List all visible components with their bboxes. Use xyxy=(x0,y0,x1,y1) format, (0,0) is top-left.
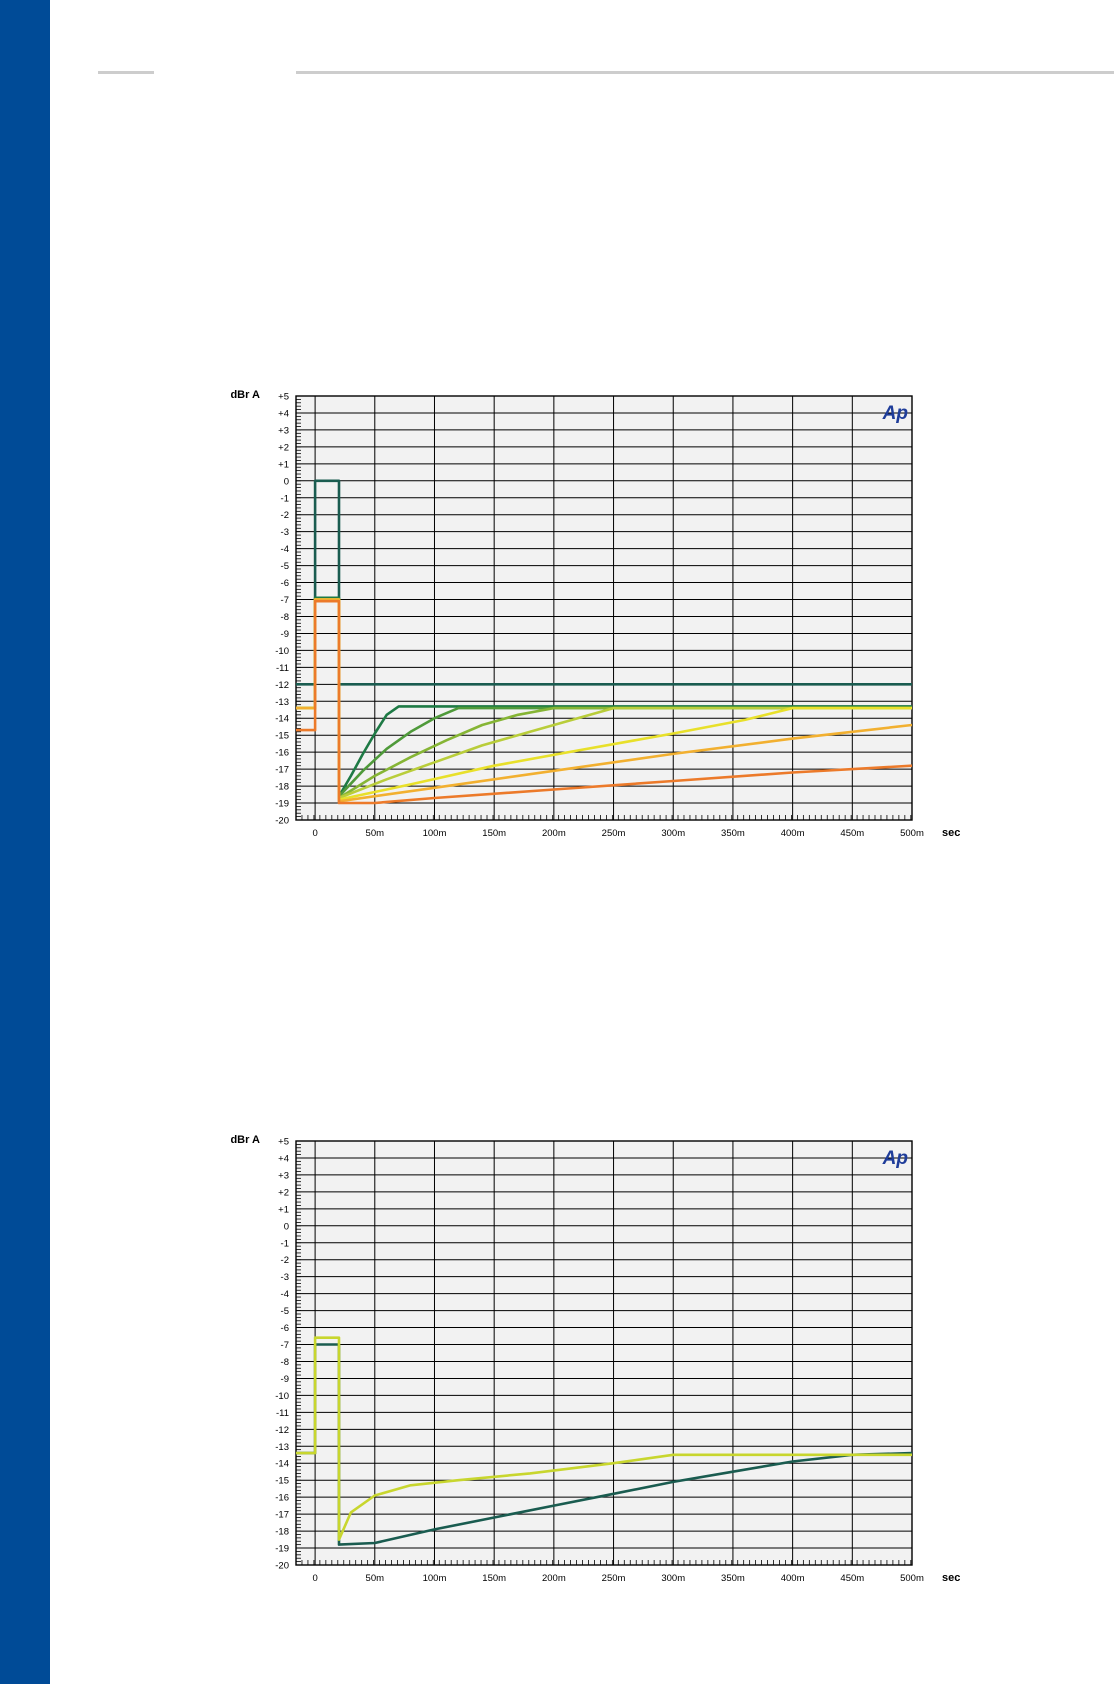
y-axis-label: dBr A xyxy=(230,1134,260,1146)
x-tick-label: 0 xyxy=(312,1573,317,1584)
y-tick-label: -6 xyxy=(281,1323,289,1334)
x-tick-label: 100m xyxy=(423,828,447,839)
y-tick-label: -15 xyxy=(275,1476,289,1487)
x-tick-label: 450m xyxy=(840,1573,864,1584)
y-tick-label: -10 xyxy=(275,1391,289,1402)
y-tick-label: -17 xyxy=(275,1510,289,1521)
x-tick-label: 350m xyxy=(721,1573,745,1584)
y-tick-label: +3 xyxy=(278,425,289,436)
y-tick-label: -4 xyxy=(281,1289,289,1300)
y-tick-label: 0 xyxy=(284,476,289,487)
y-tick-label: +2 xyxy=(278,1187,289,1198)
ap-logo: Ap xyxy=(882,1148,908,1169)
x-axis-label: sec xyxy=(942,1572,960,1584)
y-tick-label: -19 xyxy=(275,1544,289,1555)
y-tick-label: -15 xyxy=(275,731,289,742)
y-tick-label: -20 xyxy=(275,816,289,827)
x-tick-label: 200m xyxy=(542,828,566,839)
y-tick-label: +2 xyxy=(278,442,289,453)
y-tick-label: -17 xyxy=(275,765,289,776)
plot-border xyxy=(295,395,913,821)
y-tick-label: +1 xyxy=(278,459,289,470)
y-tick-label: +5 xyxy=(278,1137,289,1148)
y-tick-label: 0 xyxy=(284,1221,289,1232)
y-axis-label: dBr A xyxy=(230,389,260,401)
header-rule-left xyxy=(98,71,154,74)
y-tick-label: -12 xyxy=(275,680,289,691)
x-tick-label: 150m xyxy=(482,1573,506,1584)
y-tick-label: -3 xyxy=(281,527,289,538)
x-tick-label: 250m xyxy=(602,1573,626,1584)
y-tick-label: -13 xyxy=(275,1442,289,1453)
y-tick-label: -7 xyxy=(281,595,289,606)
x-tick-label: 350m xyxy=(721,828,745,839)
y-tick-label: -18 xyxy=(275,1527,289,1538)
x-tick-label: 300m xyxy=(661,828,685,839)
series-line-1 xyxy=(296,1343,912,1546)
y-tick-label: -5 xyxy=(281,1306,289,1317)
y-tick-label: -14 xyxy=(275,1459,289,1470)
x-tick-label: 50m xyxy=(366,828,385,839)
y-tick-label: -8 xyxy=(281,1357,289,1368)
x-tick-label: 200m xyxy=(542,1573,566,1584)
y-tick-label: -11 xyxy=(276,1408,289,1419)
plot-area xyxy=(296,396,912,820)
y-tick-label: -8 xyxy=(281,612,289,623)
y-tick-label: +5 xyxy=(278,392,289,403)
y-tick-label: -16 xyxy=(275,1493,289,1504)
series-line-1 xyxy=(296,479,912,686)
header-rule-right xyxy=(296,71,1114,74)
x-tick-label: 400m xyxy=(781,828,805,839)
y-tick-label: -2 xyxy=(281,510,289,521)
y-tick-label: -7 xyxy=(281,1340,289,1351)
x-axis-label: sec xyxy=(942,827,960,839)
y-tick-label: -14 xyxy=(275,714,289,725)
x-tick-label: 250m xyxy=(602,828,626,839)
transient-chart-1: +5 +4 +3 +2 +1 0 -1 -2 -3 -4 -5 -6 -7 -8 -9 -10 -11 -12 -1… xyxy=(230,389,960,839)
y-tick-label: -1 xyxy=(281,493,289,504)
y-tick-label: -1 xyxy=(281,1238,289,1249)
y-tick-label: -6 xyxy=(281,578,289,589)
y-tick-label: -16 xyxy=(275,748,289,759)
plot-border xyxy=(295,1140,913,1566)
y-tick-label: -10 xyxy=(275,646,289,657)
y-tick-label: +1 xyxy=(278,1204,289,1215)
series-line-8 xyxy=(296,599,912,805)
plot-area xyxy=(296,1141,912,1565)
x-tick-label: 100m xyxy=(423,1573,447,1584)
x-tick-label: 300m xyxy=(661,1573,685,1584)
x-tick-label: 400m xyxy=(781,1573,805,1584)
y-tick-label: -13 xyxy=(275,697,289,708)
sidebar-band xyxy=(0,0,50,1684)
y-tick-label: -3 xyxy=(281,1272,289,1283)
transient-chart-2: +5 +4 +3 +2 +1 0 -1 -2 -3 -4 -5 -6 -7 -8 -9 -10 -11 -12 -1… xyxy=(230,1134,960,1584)
x-tick-label: 150m xyxy=(482,828,506,839)
y-tick-label: -18 xyxy=(275,782,289,793)
x-tick-label: 450m xyxy=(840,828,864,839)
y-tick-label: -20 xyxy=(275,1561,289,1572)
y-tick-label: -11 xyxy=(276,663,289,674)
y-tick-label: -5 xyxy=(281,561,289,572)
y-tick-label: +3 xyxy=(278,1170,289,1181)
x-tick-label: 0 xyxy=(312,828,317,839)
y-tick-label: -9 xyxy=(281,1374,289,1385)
y-tick-label: -2 xyxy=(281,1255,289,1266)
x-tick-label: 500m xyxy=(900,1573,924,1584)
y-tick-label: -9 xyxy=(281,629,289,640)
series-line-2 xyxy=(296,1336,912,1541)
y-tick-label: +4 xyxy=(278,1153,289,1164)
y-tick-label: +4 xyxy=(278,408,289,419)
y-tick-label: -19 xyxy=(275,799,289,810)
y-tick-label: -12 xyxy=(275,1425,289,1436)
y-tick-label: -4 xyxy=(281,544,289,555)
x-tick-label: 50m xyxy=(366,1573,385,1584)
ap-logo: Ap xyxy=(882,403,908,424)
x-tick-label: 500m xyxy=(900,828,924,839)
